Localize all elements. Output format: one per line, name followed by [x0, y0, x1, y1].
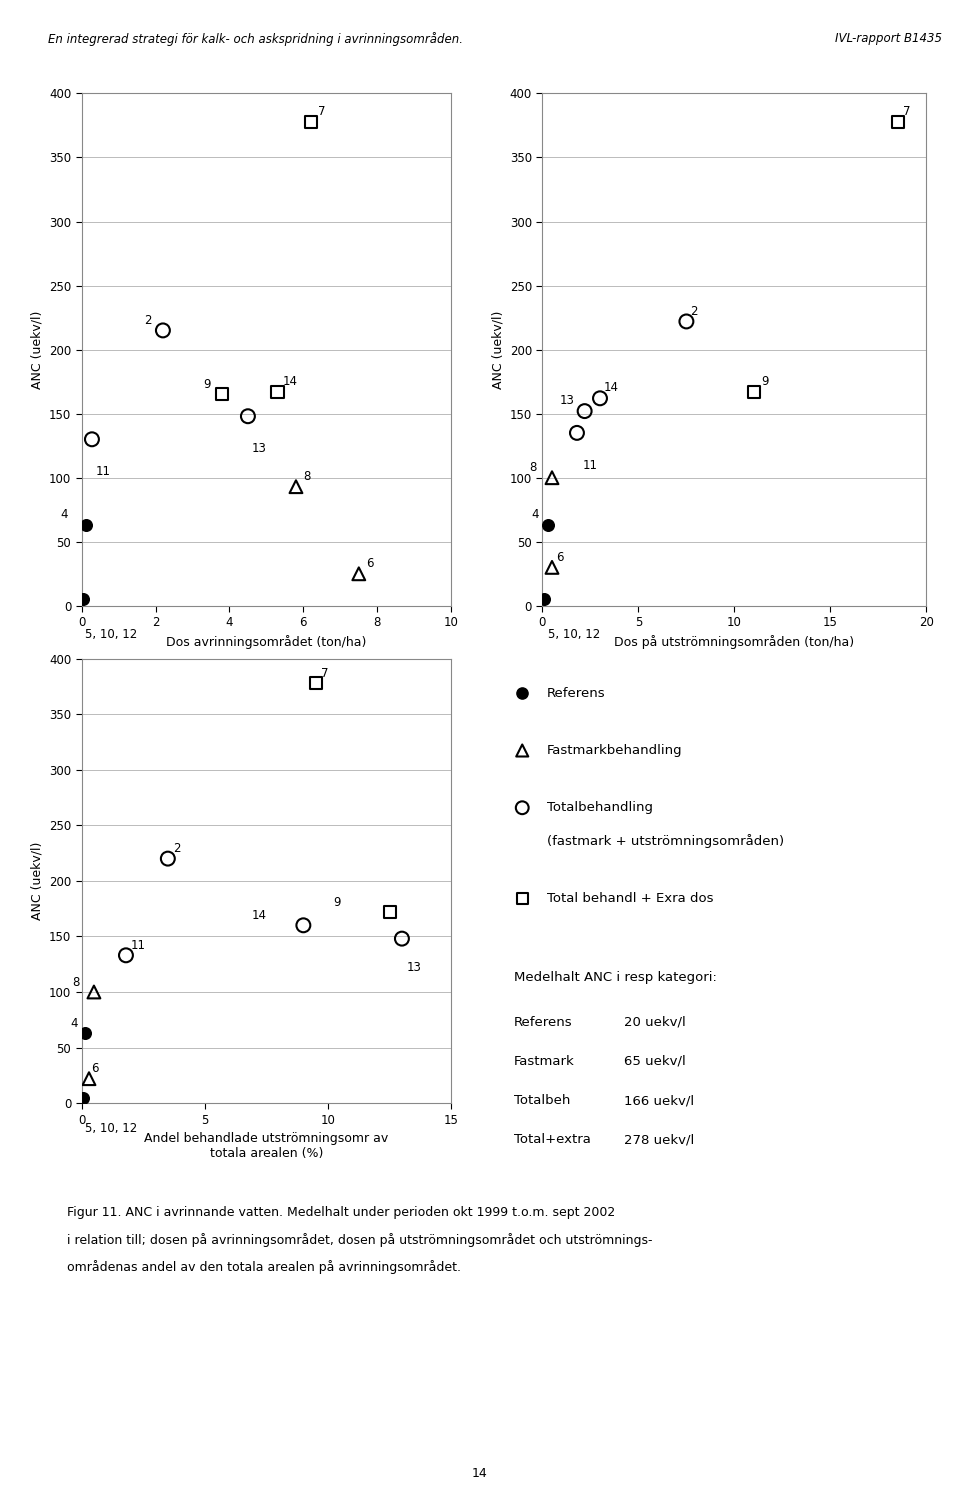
Point: [382, 900, 397, 924]
Point: [82, 1067, 97, 1091]
Point: [118, 943, 133, 967]
Text: 2: 2: [690, 304, 698, 318]
Text: Totalbehandling: Totalbehandling: [547, 802, 653, 814]
Point: [515, 886, 530, 910]
Text: 7: 7: [321, 666, 328, 680]
Point: [270, 380, 285, 404]
Text: 2: 2: [173, 842, 180, 856]
Point: [577, 399, 592, 423]
Point: [679, 309, 694, 333]
Text: 13: 13: [407, 961, 421, 974]
X-axis label: Andel behandlade utströmningsomr av
totala arealen (%): Andel behandlade utströmningsomr av tota…: [144, 1132, 389, 1160]
Text: 9: 9: [761, 375, 769, 389]
Point: [890, 110, 905, 134]
Point: [160, 847, 176, 871]
Text: 6: 6: [91, 1062, 99, 1076]
Point: [515, 681, 530, 705]
Point: [78, 1022, 93, 1046]
Text: 14: 14: [472, 1468, 488, 1480]
Text: Referens: Referens: [514, 1016, 572, 1029]
Y-axis label: ANC (uekv/l): ANC (uekv/l): [492, 310, 504, 389]
Text: 4: 4: [70, 1017, 78, 1029]
Point: [351, 562, 367, 586]
Text: 14: 14: [283, 375, 298, 389]
Text: 8: 8: [529, 461, 537, 473]
Text: IVL-rapport B1435: IVL-rapport B1435: [835, 32, 942, 45]
Point: [515, 738, 530, 763]
Point: [84, 428, 100, 452]
Text: 14: 14: [604, 381, 619, 395]
Point: [537, 588, 552, 612]
Y-axis label: ANC (uekv/l): ANC (uekv/l): [31, 841, 43, 921]
Point: [86, 980, 102, 1004]
Text: 6: 6: [366, 558, 373, 570]
Point: [288, 475, 303, 499]
Text: Fastmarkbehandling: Fastmarkbehandling: [547, 744, 683, 757]
Text: 166 uekv/l: 166 uekv/l: [624, 1094, 694, 1108]
Text: 65 uekv/l: 65 uekv/l: [624, 1055, 685, 1068]
X-axis label: Dos avrinningsområdet (ton/ha): Dos avrinningsområdet (ton/ha): [166, 634, 367, 648]
Text: Total+extra: Total+extra: [514, 1133, 590, 1147]
Text: En integrerad strategi för kalk- och askspridning i avrinningsområden.: En integrerad strategi för kalk- och ask…: [48, 32, 463, 45]
Text: 7: 7: [318, 105, 325, 118]
Text: Referens: Referens: [547, 687, 606, 699]
Text: 9: 9: [333, 895, 341, 909]
Text: 7: 7: [903, 105, 911, 118]
Text: Figur 11. ANC i avrinnande vatten. Medelhalt under perioden okt 1999 t.o.m. sept: Figur 11. ANC i avrinnande vatten. Medel…: [67, 1206, 615, 1219]
Text: 9: 9: [204, 378, 211, 390]
Text: i relation till; dosen på avrinningsområdet, dosen på utströmningsområdet och ut: i relation till; dosen på avrinningsområ…: [67, 1233, 653, 1246]
Point: [303, 110, 319, 134]
Text: Medelhalt ANC i resp kategori:: Medelhalt ANC i resp kategori:: [514, 971, 716, 984]
Text: 11: 11: [96, 466, 110, 478]
X-axis label: Dos på utströmningsområden (ton/ha): Dos på utströmningsområden (ton/ha): [614, 634, 854, 648]
Text: 8: 8: [303, 470, 311, 482]
Text: (fastmark + utströmningsområden): (fastmark + utströmningsområden): [547, 833, 784, 848]
Y-axis label: ANC (uekv/l): ANC (uekv/l): [31, 310, 43, 389]
Point: [156, 318, 171, 342]
Text: 4: 4: [60, 508, 67, 521]
Point: [76, 588, 91, 612]
Text: 6: 6: [556, 550, 564, 564]
Text: 278 uekv/l: 278 uekv/l: [624, 1133, 694, 1147]
Text: 11: 11: [131, 939, 146, 952]
Point: [544, 466, 560, 490]
Text: 13: 13: [561, 395, 575, 407]
Point: [544, 556, 560, 580]
Point: [592, 386, 608, 410]
Text: Total behandl + Exra dos: Total behandl + Exra dos: [547, 892, 713, 904]
Text: 20 uekv/l: 20 uekv/l: [624, 1016, 685, 1029]
Text: Totalbeh: Totalbeh: [514, 1094, 570, 1108]
Text: 8: 8: [72, 975, 79, 989]
Text: 4: 4: [531, 508, 539, 521]
Point: [746, 380, 761, 404]
Point: [569, 420, 585, 445]
Text: områdenas andel av den totala arealen på avrinningsområdet.: områdenas andel av den totala arealen på…: [67, 1260, 461, 1273]
Text: 5, 10, 12: 5, 10, 12: [85, 1123, 137, 1135]
Point: [395, 927, 410, 951]
Point: [79, 512, 94, 536]
Text: 11: 11: [583, 458, 598, 472]
Point: [75, 1085, 90, 1109]
Point: [240, 404, 255, 428]
Point: [296, 913, 311, 937]
Text: 5, 10, 12: 5, 10, 12: [548, 627, 600, 640]
Point: [540, 512, 556, 536]
Text: Fastmark: Fastmark: [514, 1055, 574, 1068]
Point: [308, 671, 324, 695]
Text: 2: 2: [144, 313, 152, 327]
Point: [214, 383, 229, 407]
Text: 5, 10, 12: 5, 10, 12: [85, 627, 137, 640]
Point: [515, 796, 530, 820]
Text: 13: 13: [252, 442, 267, 455]
Text: 14: 14: [252, 909, 267, 922]
